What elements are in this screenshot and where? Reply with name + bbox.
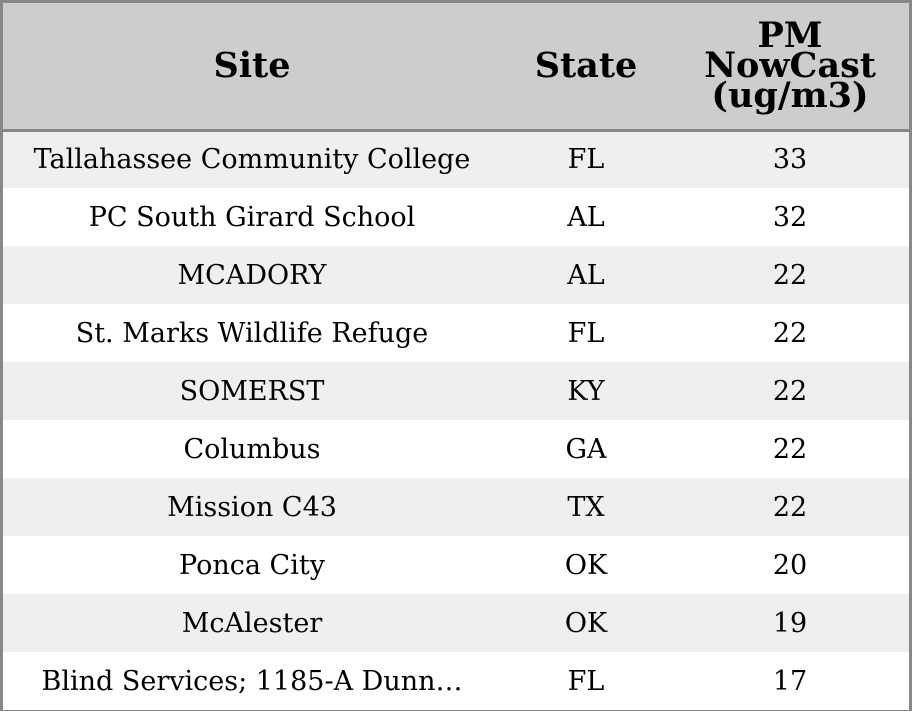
pm-value-cell: 20	[772, 549, 808, 581]
header-row: Site State PM NowCast (ug/m3)	[3, 3, 909, 132]
table-row: PC South Girard School AL 32	[3, 188, 909, 246]
site-cell: Mission C43	[167, 491, 337, 523]
pm-value-cell: 22	[772, 491, 808, 523]
pm-value-cell: 17	[772, 665, 808, 697]
table-row: McAlester OK 19	[3, 594, 909, 652]
state-cell: FL	[567, 665, 605, 697]
site-cell: Columbus	[183, 433, 321, 465]
column-header-state: State	[501, 3, 671, 132]
column-header-pm-nowcast-line: NowCast	[704, 44, 876, 86]
pm-nowcast-table: Site State PM NowCast (ug/m3) Tallahasse…	[3, 3, 909, 710]
table-row: Tallahassee Community College FL 33	[3, 130, 909, 188]
state-cell: OK	[564, 607, 608, 639]
state-cell: AL	[567, 201, 605, 233]
table-row: St. Marks Wildlife Refuge FL 22	[3, 304, 909, 362]
column-header-pm-nowcast-line: PM	[757, 14, 823, 56]
table-row: Blind Services; 1185-A Dunn… FL 17	[3, 652, 909, 710]
table-row: MCADORY AL 22	[3, 246, 909, 304]
site-cell: Ponca City	[179, 549, 325, 581]
state-cell: FL	[567, 144, 605, 176]
pm-value-cell: 22	[772, 433, 808, 465]
pm-value-cell: 22	[772, 259, 808, 291]
state-cell: OK	[564, 549, 608, 581]
state-cell: FL	[567, 317, 605, 349]
pm-value-cell: 22	[772, 317, 808, 349]
state-cell: AL	[567, 259, 605, 291]
pm-value-cell: 19	[772, 607, 808, 639]
table-row: Mission C43 TX 22	[3, 478, 909, 536]
site-cell: SOMERST	[179, 375, 325, 407]
table-body: Tallahassee Community College FL 33 PC Sout…	[3, 130, 909, 710]
site-cell: Blind Services; 1185-A Dunn…	[41, 665, 463, 697]
pm-value-cell: 33	[772, 144, 808, 176]
state-cell: GA	[565, 433, 607, 465]
pm-value-cell: 22	[772, 375, 808, 407]
table-row: Columbus GA 22	[3, 420, 909, 478]
site-cell: PC South Girard School	[88, 201, 416, 233]
table-row: SOMERST KY 22	[3, 362, 909, 420]
pm-value-cell: 32	[772, 201, 808, 233]
site-cell: Tallahassee Community College	[33, 144, 471, 176]
column-header-site: Site	[3, 3, 501, 132]
site-cell: St. Marks Wildlife Refuge	[75, 317, 429, 349]
table-header: Site State PM NowCast (ug/m3)	[3, 3, 909, 132]
column-header-pm-nowcast: PM NowCast (ug/m3)	[671, 3, 909, 132]
table-row: Ponca City OK 20	[3, 536, 909, 594]
column-header-pm-nowcast-line: (ug/m3)	[711, 74, 869, 116]
site-cell: McAlester	[181, 607, 323, 639]
state-cell: KY	[567, 375, 605, 407]
site-cell: MCADORY	[177, 259, 327, 291]
state-cell: TX	[567, 491, 605, 523]
